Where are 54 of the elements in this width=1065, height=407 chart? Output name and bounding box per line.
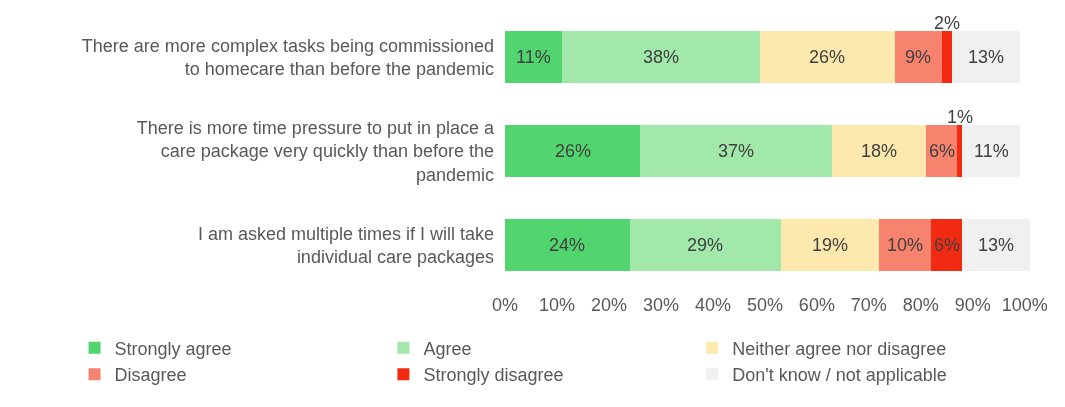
bar — [759, 31, 895, 83]
data-label: 10% — [887, 235, 924, 255]
data-label: 9% — [905, 47, 932, 67]
bar — [505, 219, 630, 271]
data-label: 19% — [812, 235, 849, 255]
x-tick-label: 30% — [642, 295, 679, 315]
data-label: 26% — [555, 141, 592, 161]
bar — [562, 31, 760, 83]
legend-label: Disagree — [114, 365, 187, 386]
data-label: 11% — [974, 141, 1009, 161]
data-label: 29% — [687, 235, 724, 255]
bar — [832, 125, 927, 177]
bar — [894, 31, 942, 83]
y-tick-label: I am asked multiple times if I will take individual care packages — [197, 223, 494, 267]
bar — [941, 31, 953, 83]
x-tick-label: 80% — [902, 295, 939, 315]
data-label: 37% — [718, 141, 755, 161]
data-label: 13% — [968, 47, 1005, 67]
bar — [505, 31, 563, 83]
x-tick-label: 90% — [954, 295, 991, 315]
bar — [879, 219, 932, 271]
bar — [962, 125, 1020, 177]
x-tick-label: 0% — [491, 295, 519, 315]
data-label: 26% — [809, 47, 846, 67]
legend-label: Strongly agree — [114, 338, 232, 359]
data-label: 6% — [934, 235, 961, 255]
x-tick-label: 40% — [694, 295, 731, 315]
x-tick-label: 100% — [1001, 295, 1048, 315]
x-tick-label: 60% — [798, 295, 835, 315]
bar — [962, 219, 1030, 271]
x-tick-label: 20% — [590, 295, 627, 315]
data-label: 13% — [978, 235, 1015, 255]
bar — [505, 125, 641, 177]
data-label: 6% — [929, 141, 956, 161]
x-tick-label: 10% — [538, 295, 575, 315]
data-label: 2% — [934, 13, 961, 33]
data-label: 38% — [643, 47, 680, 67]
bar — [629, 219, 781, 271]
bar — [780, 219, 880, 271]
legend-label: Agree — [423, 338, 472, 359]
data-label: 11% — [516, 47, 551, 67]
bar — [952, 31, 1020, 83]
x-tick-label: 50% — [746, 295, 783, 315]
legend-label: Strongly disagree — [423, 365, 564, 386]
y-tick-label: There are more complex tasks being commissioned to homecare than before the pandemic — [81, 35, 494, 79]
data-label: 24% — [549, 235, 586, 255]
data-label: 1% — [947, 107, 974, 127]
legend-label: Don't know / not applicable — [732, 365, 947, 386]
legend-label: Neither agree nor disagree — [732, 338, 947, 359]
data-label: 18% — [861, 141, 898, 161]
x-tick-label: 70% — [850, 295, 887, 315]
bar — [957, 125, 963, 177]
y-tick-label: There is more time pressure to put in place a care package very quickly than before the pandemic — [136, 117, 495, 185]
bar — [640, 125, 833, 177]
